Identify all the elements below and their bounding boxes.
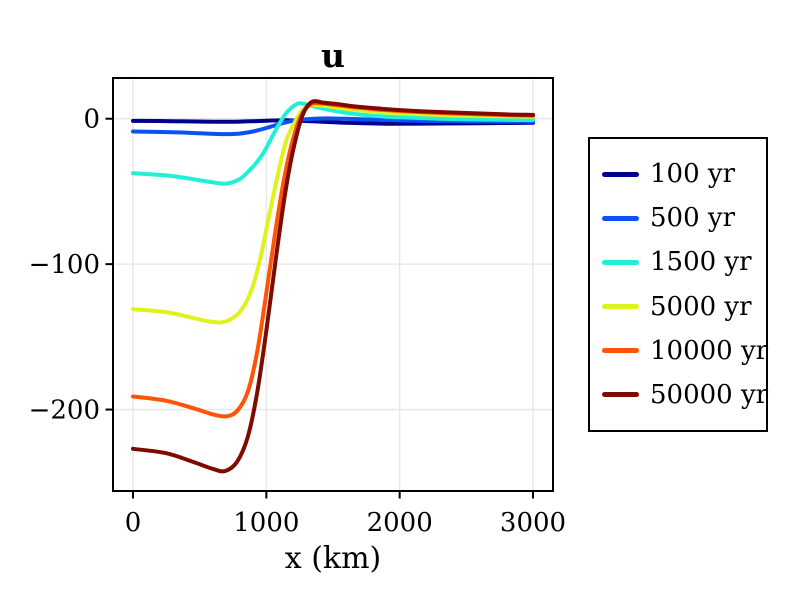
series-line-5000-yr [131, 102, 535, 325]
legend-label: 1500 yr [650, 247, 752, 278]
series-line-10000-yr [131, 101, 535, 419]
series-line-1500-yr [131, 101, 535, 186]
x-axis-label: x (km) [284, 541, 382, 576]
legend-swatch [602, 171, 639, 177]
x-tick-label: 0 [125, 508, 142, 538]
legend-item: 5000 yr [602, 292, 766, 322]
legend-label: 500 yr [650, 203, 736, 234]
legend-label: 100 yr [650, 159, 736, 190]
legend-item: 10000 yr [602, 335, 769, 366]
y-tick-label: 0 [83, 105, 100, 135]
x-tick-label: 2000 [367, 508, 433, 538]
series-line-500-yr [131, 116, 535, 137]
legend-item: 1500 yr [602, 247, 766, 277]
legend-swatch [602, 392, 639, 398]
y-tick-label: −100 [29, 250, 100, 280]
legend-swatch [602, 215, 639, 221]
legend-item: 100 yr [602, 159, 766, 189]
legend-swatch [602, 348, 639, 354]
legend-swatch [602, 304, 639, 310]
legend-label: 5000 yr [650, 291, 752, 322]
x-tick-label: 1000 [233, 508, 299, 538]
legend-item: 50000 yr [602, 379, 769, 410]
axes-frame [112, 77, 554, 492]
legend-swatch [602, 259, 639, 265]
y-tick-label: −200 [29, 396, 100, 426]
chart-title: u [321, 36, 345, 75]
legend-label: 50000 yr [650, 379, 769, 410]
x-tick-label: 3000 [500, 508, 566, 538]
legend-item: 500 yr [602, 203, 766, 233]
legend: 100 yr 500 yr 1500 yr 5000 yr 10000 yr 50000 … [588, 137, 768, 432]
legend-label: 10000 yr [650, 335, 769, 366]
series-line-50000-yr [131, 99, 535, 474]
series-group [131, 99, 535, 474]
